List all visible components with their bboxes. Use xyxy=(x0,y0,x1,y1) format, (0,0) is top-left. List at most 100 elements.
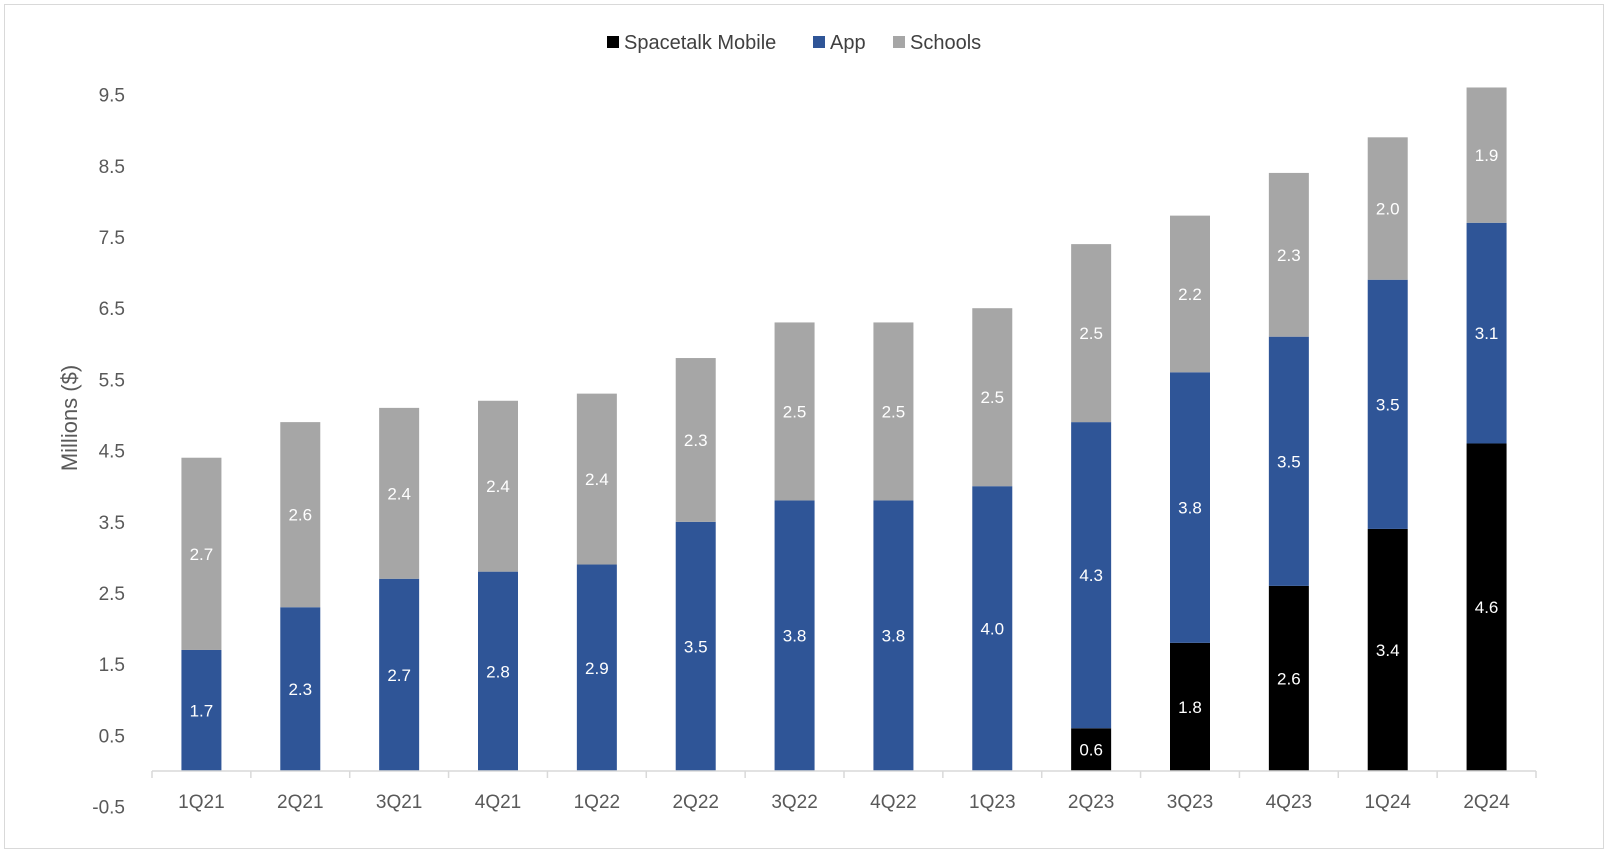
data-label-schools: 1.9 xyxy=(1475,146,1499,165)
data-label-schools: 2.0 xyxy=(1376,200,1400,219)
data-label-app: 3.5 xyxy=(1376,395,1400,414)
bar-spacetalk-mobile-4q23 xyxy=(1268,585,1309,771)
data-label-schools: 2.5 xyxy=(783,402,807,421)
bar-spacetalk-mobile-2q23 xyxy=(1071,728,1112,771)
bar-app-1q22 xyxy=(576,564,617,771)
bar-schools-2q23 xyxy=(1071,244,1112,423)
bar-app-2q24 xyxy=(1466,222,1507,444)
data-label-schools: 2.7 xyxy=(190,545,214,564)
bar-app-2q21 xyxy=(280,607,321,771)
bar-app-3q21 xyxy=(379,578,420,771)
x-axis: 1Q21 2Q21 3Q21 4Q21 1Q22 2Q22 3Q22 4Q22 1Q23 2Q23… xyxy=(151,770,1537,813)
data-label-schools: 2.5 xyxy=(1079,324,1103,343)
data-label-app: 3.8 xyxy=(1178,499,1202,518)
x-tick-label: 1Q23 xyxy=(969,792,1015,813)
chart-frame: Spacetalk Mobile App Schools Millions ($) … xyxy=(4,4,1604,849)
data-label-schools: 2.3 xyxy=(684,431,708,450)
x-tick-label: 3Q21 xyxy=(376,792,422,813)
bar-app-1q21 xyxy=(181,649,222,771)
bar-app-4q21 xyxy=(478,571,518,771)
bars: 1.7 2.7 2.3 2.6 2.7 2.4 2.8 2.4 2.9 2.4 3.5 2.3 3.8 2… xyxy=(181,87,1507,771)
y-tick-label: 6.5 xyxy=(99,299,125,320)
legend-swatch-app xyxy=(813,36,825,48)
x-tick-label: 1Q22 xyxy=(574,792,620,813)
bar-app-1q23 xyxy=(972,486,1013,771)
data-label-schools: 2.2 xyxy=(1178,285,1202,304)
bar-app-4q22 xyxy=(873,500,914,771)
bar-app-2q22 xyxy=(675,521,716,771)
x-tick-label: 4Q22 xyxy=(870,792,916,813)
y-tick-label: 1.5 xyxy=(99,655,125,676)
y-axis-ticks: -0.5 0.5 1.5 2.5 3.5 4.5 5.5 6.5 7.5 8.5 9.5 xyxy=(92,86,125,819)
data-label-app: 1.7 xyxy=(190,701,214,720)
stacked-bar-chart: Spacetalk Mobile App Schools Millions ($) … xyxy=(57,32,1537,819)
data-label-spacetalk-mobile: 1.8 xyxy=(1178,698,1202,717)
x-tick-label: 3Q22 xyxy=(771,792,817,813)
bar-schools-2q24 xyxy=(1466,87,1507,223)
data-label-schools: 2.4 xyxy=(486,477,510,496)
legend-label-schools: Schools xyxy=(910,32,981,54)
data-label-spacetalk-mobile: 2.6 xyxy=(1277,669,1301,688)
bar-spacetalk-mobile-2q24 xyxy=(1466,443,1507,771)
data-label-app: 3.5 xyxy=(684,637,708,656)
y-tick-label: 4.5 xyxy=(99,442,125,463)
bar-app-4q23 xyxy=(1268,336,1309,586)
data-label-schools: 2.6 xyxy=(288,506,312,525)
bar-app-1q24 xyxy=(1367,279,1408,529)
x-tick-label: 2Q23 xyxy=(1068,792,1114,813)
bar-schools-2q22 xyxy=(675,358,716,522)
x-tick-label: 2Q22 xyxy=(672,792,718,813)
data-label-schools: 2.4 xyxy=(387,484,411,503)
bar-app-3q22 xyxy=(774,500,815,771)
y-tick-label: 9.5 xyxy=(99,86,125,107)
bar-app-3q23 xyxy=(1170,372,1210,643)
data-label-app: 3.8 xyxy=(882,627,906,646)
data-label-app: 4.0 xyxy=(980,620,1004,639)
legend-swatch-spacetalk-mobile xyxy=(607,36,619,48)
data-label-spacetalk-mobile: 3.4 xyxy=(1376,641,1400,660)
data-label-app: 4.3 xyxy=(1079,566,1103,585)
bar-schools-1q23 xyxy=(972,308,1013,487)
y-axis-title: Millions ($) xyxy=(57,365,82,471)
bar-schools-3q22 xyxy=(774,322,815,501)
legend-label-app: App xyxy=(830,32,866,54)
bar-spacetalk-mobile-3q23 xyxy=(1170,642,1210,771)
data-label-app: 3.8 xyxy=(783,627,807,646)
y-tick-label: 2.5 xyxy=(99,584,125,605)
y-tick-label: 8.5 xyxy=(99,157,125,178)
data-label-schools: 2.3 xyxy=(1277,246,1301,265)
x-tick-label: 3Q23 xyxy=(1167,792,1213,813)
data-label-app: 2.9 xyxy=(585,659,609,678)
data-label-spacetalk-mobile: 0.6 xyxy=(1079,741,1103,760)
bar-schools-3q23 xyxy=(1170,215,1210,373)
data-label-app: 2.8 xyxy=(486,662,510,681)
bar-schools-1q24 xyxy=(1367,137,1408,280)
bar-app-2q23 xyxy=(1071,422,1112,729)
legend-label-spacetalk-mobile: Spacetalk Mobile xyxy=(624,32,776,54)
y-tick-label: -0.5 xyxy=(92,798,125,819)
bar-schools-4q23 xyxy=(1268,172,1309,337)
data-label-schools: 2.5 xyxy=(882,402,906,421)
data-label-app: 2.7 xyxy=(387,666,411,685)
data-label-spacetalk-mobile: 4.6 xyxy=(1475,598,1499,617)
x-tick-label: 2Q21 xyxy=(277,792,323,813)
bar-schools-2q21 xyxy=(280,422,321,608)
legend: Spacetalk Mobile App Schools xyxy=(607,32,981,54)
y-tick-label: 0.5 xyxy=(99,726,125,747)
x-tick-label: 1Q24 xyxy=(1364,792,1411,813)
data-label-schools: 2.4 xyxy=(585,470,609,489)
data-label-app: 3.1 xyxy=(1475,324,1499,343)
bar-spacetalk-mobile-1q24 xyxy=(1367,528,1408,771)
legend-swatch-schools xyxy=(893,36,905,48)
x-tick-label: 4Q21 xyxy=(475,792,521,813)
bar-schools-3q21 xyxy=(379,407,420,579)
x-tick-label: 4Q23 xyxy=(1266,792,1312,813)
y-tick-label: 7.5 xyxy=(99,228,125,249)
data-label-app: 2.3 xyxy=(288,680,312,699)
x-tick-label: 2Q24 xyxy=(1463,792,1510,813)
y-tick-label: 5.5 xyxy=(99,370,125,391)
x-tick-label: 1Q21 xyxy=(178,792,224,813)
bar-schools-4q21 xyxy=(478,400,518,572)
bar-schools-1q22 xyxy=(576,393,617,565)
data-label-app: 3.5 xyxy=(1277,452,1301,471)
